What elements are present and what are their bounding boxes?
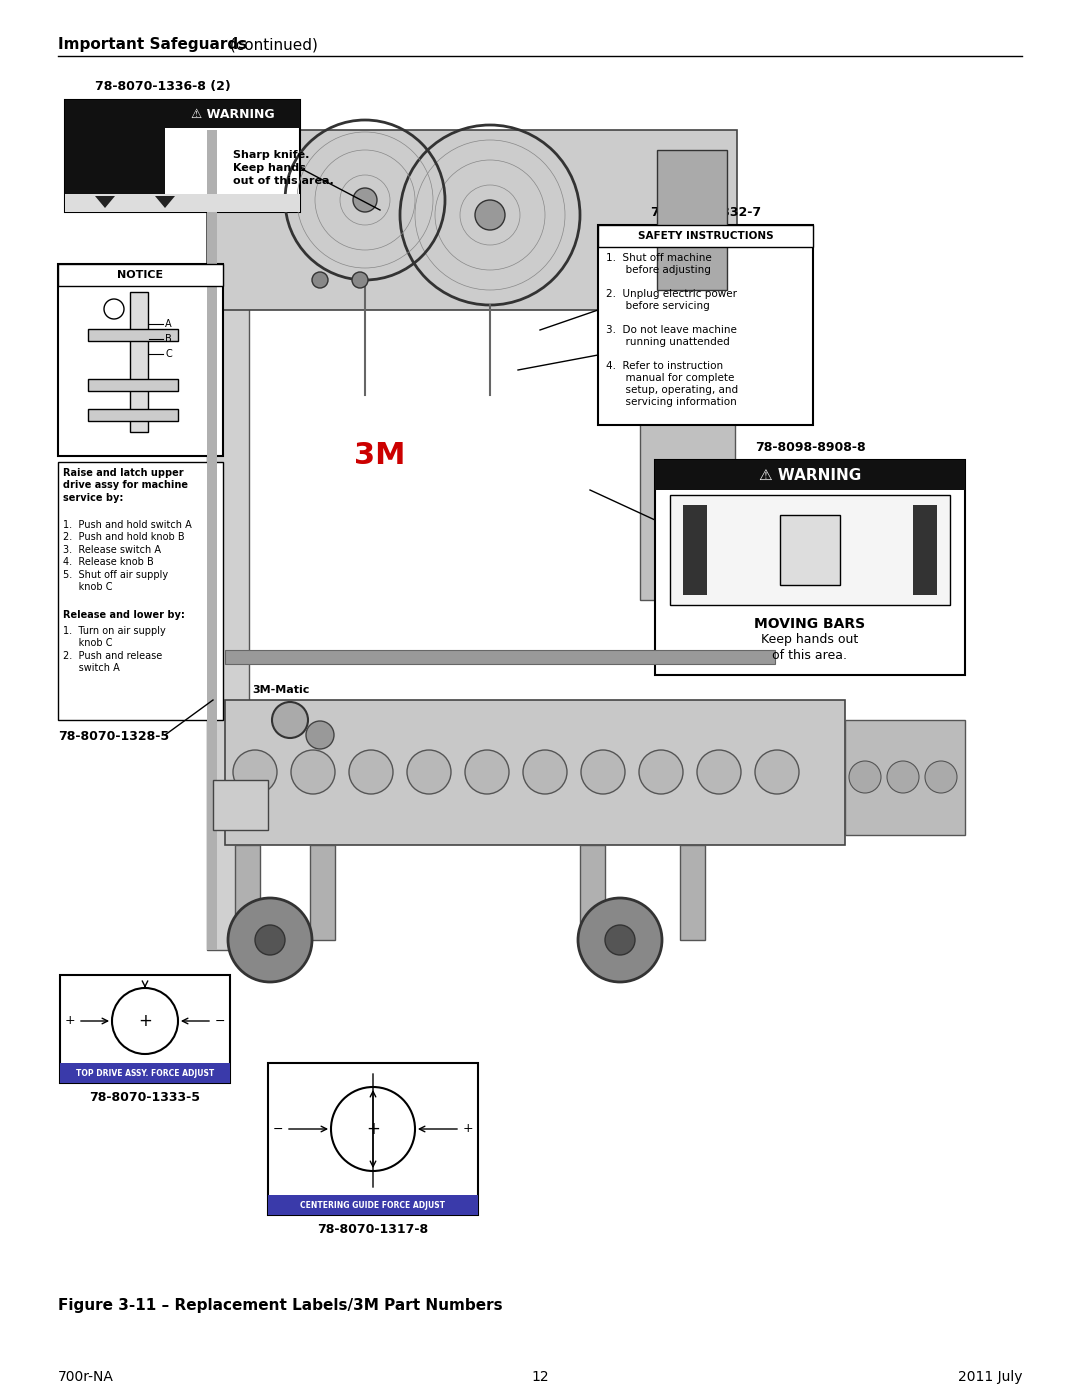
Bar: [654, 460, 966, 675]
Text: 3M-Matic: 3M-Matic: [252, 685, 309, 694]
Circle shape: [407, 750, 451, 793]
Bar: [310, 845, 335, 940]
Text: +: +: [366, 1120, 380, 1139]
Bar: [87, 409, 178, 420]
Circle shape: [228, 898, 312, 982]
Bar: [65, 194, 300, 212]
Text: Sharp knife.
Keep hands
out of this area.: Sharp knife. Keep hands out of this area…: [233, 149, 334, 186]
Circle shape: [255, 925, 285, 956]
Bar: [654, 460, 966, 490]
Circle shape: [353, 189, 377, 212]
Bar: [207, 130, 249, 950]
Circle shape: [849, 761, 881, 793]
Bar: [60, 975, 230, 1083]
Bar: [130, 292, 148, 432]
Text: 1.  Push and hold switch A
2.  Push and hold knob B
3.  Release switch A
4.  Rel: 1. Push and hold switch A 2. Push and ho…: [63, 520, 192, 592]
Text: Figure 3-11 – Replacement Labels/3M Part Numbers: Figure 3-11 – Replacement Labels/3M Part…: [58, 1298, 502, 1313]
Circle shape: [352, 272, 368, 288]
Bar: [207, 130, 217, 950]
Circle shape: [272, 703, 308, 738]
Text: 12: 12: [531, 1370, 549, 1384]
Bar: [165, 101, 300, 129]
Text: +: +: [65, 1014, 76, 1028]
Circle shape: [697, 750, 741, 793]
Bar: [65, 101, 300, 212]
Circle shape: [887, 761, 919, 793]
Text: Release and lower by:: Release and lower by:: [63, 610, 185, 620]
Circle shape: [523, 750, 567, 793]
Text: Important Safeguards: Important Safeguards: [58, 36, 247, 52]
Text: 78-8098-8908-8: 78-8098-8908-8: [755, 441, 865, 454]
Bar: [913, 504, 937, 595]
Text: 78-8070-1336-8 (2): 78-8070-1336-8 (2): [95, 80, 231, 94]
Text: 700r-NA: 700r-NA: [58, 1370, 113, 1384]
Bar: [845, 719, 966, 835]
Bar: [225, 700, 845, 845]
Text: Keep hands out
of this area.: Keep hands out of this area.: [761, 633, 859, 662]
Text: TOP DRIVE ASSY. FORCE ADJUST: TOP DRIVE ASSY. FORCE ADJUST: [76, 1069, 214, 1077]
Text: ⚠ WARNING: ⚠ WARNING: [759, 468, 861, 482]
Circle shape: [306, 721, 334, 749]
Text: +: +: [138, 1011, 152, 1030]
Text: 78-8070-1332-7: 78-8070-1332-7: [650, 205, 761, 219]
Text: +: +: [462, 1123, 473, 1136]
Text: Raise and latch upper
drive assy for machine
service by:: Raise and latch upper drive assy for mac…: [63, 468, 188, 503]
Bar: [207, 130, 737, 310]
Text: MOVING BARS: MOVING BARS: [755, 617, 865, 631]
Bar: [640, 330, 735, 599]
Bar: [780, 515, 840, 585]
Bar: [65, 101, 165, 212]
Bar: [87, 379, 178, 391]
Bar: [58, 264, 222, 286]
Bar: [58, 462, 222, 719]
Text: 1.  Turn on air supply
     knob C
2.  Push and release
     switch A: 1. Turn on air supply knob C 2. Push and…: [63, 626, 165, 673]
Circle shape: [475, 200, 505, 231]
Bar: [235, 845, 260, 940]
Circle shape: [291, 750, 335, 793]
Circle shape: [233, 750, 276, 793]
Text: 1.  Shut off machine
      before adjusting

2.  Unplug electric power
      bef: 1. Shut off machine before adjusting 2. …: [606, 253, 738, 407]
Text: NOTICE: NOTICE: [118, 270, 163, 279]
Bar: [213, 780, 268, 830]
Bar: [598, 225, 813, 247]
Text: −: −: [215, 1014, 226, 1028]
Circle shape: [349, 750, 393, 793]
Text: 78-8070-1333-5: 78-8070-1333-5: [90, 1091, 201, 1104]
Text: SAFETY INSTRUCTIONS: SAFETY INSTRUCTIONS: [637, 231, 773, 242]
Bar: [60, 1063, 230, 1083]
Text: A: A: [165, 319, 172, 330]
Polygon shape: [95, 196, 114, 208]
Circle shape: [578, 898, 662, 982]
Text: B: B: [165, 334, 172, 344]
Bar: [268, 1194, 478, 1215]
Bar: [680, 845, 705, 940]
Circle shape: [755, 750, 799, 793]
Polygon shape: [156, 196, 175, 208]
Text: CENTERING GUIDE FORCE ADJUST: CENTERING GUIDE FORCE ADJUST: [300, 1200, 446, 1210]
Circle shape: [605, 925, 635, 956]
Text: ⚠ WARNING: ⚠ WARNING: [191, 108, 274, 120]
Text: 2011 July: 2011 July: [958, 1370, 1022, 1384]
Circle shape: [312, 272, 328, 288]
Circle shape: [581, 750, 625, 793]
Bar: [683, 504, 707, 595]
Text: 3M: 3M: [354, 440, 406, 469]
Bar: [580, 845, 605, 940]
Text: 78-8070-1317-8: 78-8070-1317-8: [318, 1222, 429, 1236]
Bar: [670, 495, 950, 605]
Circle shape: [924, 761, 957, 793]
Circle shape: [465, 750, 509, 793]
Bar: [58, 264, 222, 455]
Text: (continued): (continued): [225, 36, 318, 52]
Bar: [268, 1063, 478, 1215]
Bar: [225, 650, 775, 664]
Bar: [598, 225, 813, 425]
Text: 78-8070-1328-5: 78-8070-1328-5: [58, 731, 170, 743]
Bar: [87, 330, 178, 341]
Bar: [657, 149, 727, 291]
Text: C: C: [165, 349, 172, 359]
Circle shape: [639, 750, 683, 793]
Text: −: −: [273, 1123, 283, 1136]
